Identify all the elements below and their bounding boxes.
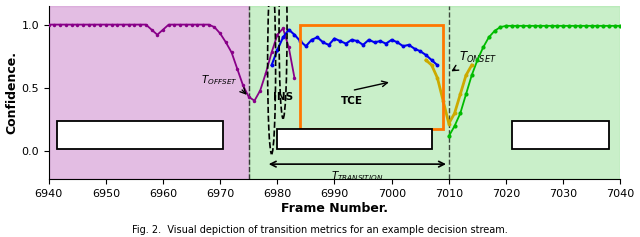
Bar (49, 5, 249, 179)
Text: $T_{ONSET}$: $T_{ONSET}$ (459, 50, 497, 65)
Text: Transition: Transition (329, 135, 380, 144)
Bar (277, 129, 431, 149)
Y-axis label: Confidence.: Confidence. (6, 51, 19, 134)
Bar (57, 121, 223, 149)
Text: Steady State: Steady State (109, 125, 171, 134)
Text: $T_{TRANSITION}$: $T_{TRANSITION}$ (331, 169, 383, 183)
Bar (300, 25, 443, 129)
Bar (249, 5, 620, 179)
Text: Prompt: Prompt (123, 137, 157, 146)
Bar (512, 121, 609, 149)
Text: Steady State: Steady State (529, 125, 591, 134)
Text: INS: INS (273, 92, 293, 102)
Text: TCE: TCE (340, 96, 363, 106)
Text: Prompt: Prompt (543, 137, 578, 146)
X-axis label: Frame Number.: Frame Number. (281, 202, 388, 215)
Text: $T_{OFFSET}$: $T_{OFFSET}$ (201, 73, 237, 87)
Text: Fig. 2.  Visual depiction of transition metrics for an example decision stream.: Fig. 2. Visual depiction of transition m… (132, 225, 508, 235)
